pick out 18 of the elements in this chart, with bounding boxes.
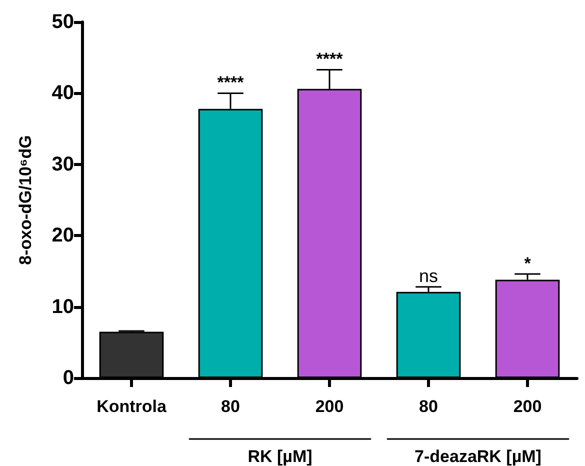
y-axis-title: 8-oxo-dG/10⁶dG: [16, 135, 35, 265]
y-tick-label: 40: [52, 82, 74, 104]
text: 7-deazaRK [µM]: [414, 447, 542, 466]
x-tick-label: Kontrola: [96, 397, 167, 416]
data-label: ****: [217, 73, 244, 92]
y-tick-label: 20: [52, 224, 74, 247]
y-tick-label: 50: [52, 11, 74, 33]
data-label: ****: [316, 50, 344, 69]
text: RK [µM]: [248, 447, 312, 466]
x-tick-label: 200: [513, 397, 542, 416]
data-label: ns: [418, 266, 438, 286]
x-tick-label: 80: [419, 397, 438, 416]
y-tick-label: 10: [52, 296, 74, 318]
y-tick-label: 0: [62, 367, 74, 389]
y-tick-label: 30: [52, 153, 74, 176]
x-tick-label: 80: [221, 397, 240, 416]
data-label: *: [524, 254, 532, 274]
x-tick-label: 200: [315, 397, 344, 416]
